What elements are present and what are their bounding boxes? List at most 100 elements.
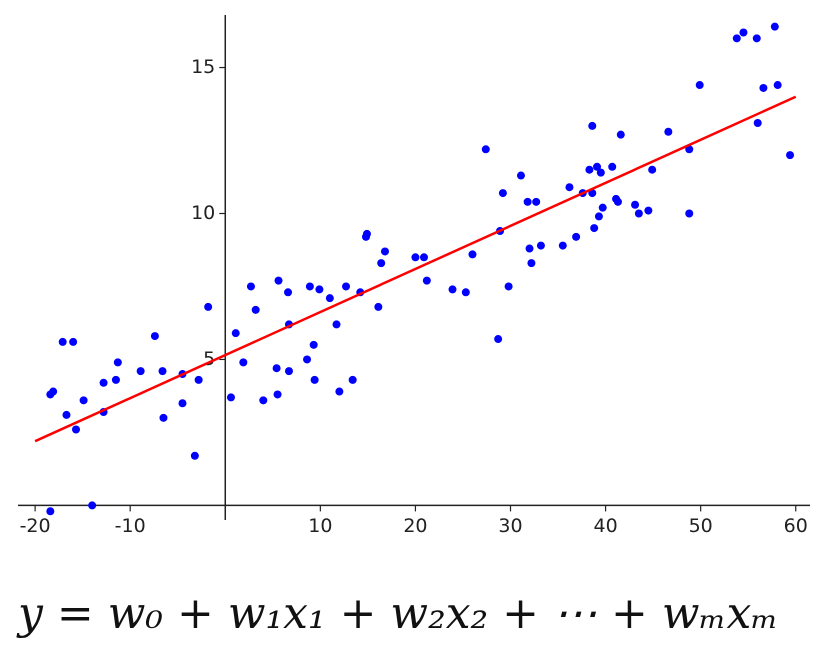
- point: [422, 276, 431, 285]
- point: [411, 253, 420, 262]
- point: [461, 288, 470, 297]
- x-tick-label: 60: [784, 515, 808, 537]
- point: [305, 282, 314, 291]
- point: [332, 320, 341, 329]
- point: [374, 302, 383, 311]
- point: [786, 151, 795, 160]
- point: [273, 390, 282, 399]
- point: [335, 387, 344, 396]
- point: [88, 501, 97, 510]
- point: [608, 162, 617, 171]
- point: [159, 413, 168, 422]
- point: [516, 171, 525, 180]
- point: [69, 337, 78, 346]
- point: [348, 375, 357, 384]
- point: [536, 241, 545, 250]
- point: [644, 206, 653, 215]
- x-tick-label: 20: [403, 515, 427, 537]
- point: [204, 302, 213, 311]
- point: [310, 375, 319, 384]
- point: [685, 209, 694, 218]
- point: [759, 83, 768, 92]
- point: [190, 451, 199, 460]
- point: [648, 165, 657, 174]
- point: [325, 294, 334, 303]
- point: [590, 224, 599, 233]
- point: [527, 259, 536, 268]
- x-tick-label: -20: [20, 515, 51, 537]
- y-tick-label: 15: [191, 56, 215, 78]
- point: [448, 285, 457, 294]
- point: [246, 282, 255, 291]
- chart: -20 -10 10 20 30 40 50 60 5 10 15: [18, 15, 810, 537]
- point: [284, 288, 293, 297]
- point: [732, 34, 741, 43]
- point: [468, 250, 477, 259]
- point: [525, 244, 534, 253]
- point: [565, 183, 574, 192]
- point: [46, 507, 55, 516]
- point: [753, 119, 762, 128]
- point: [309, 340, 318, 349]
- point: [150, 332, 159, 341]
- point: [259, 396, 268, 405]
- point: [49, 387, 58, 396]
- y-tick-label: 5: [203, 348, 215, 370]
- point: [634, 209, 643, 218]
- point: [695, 81, 704, 90]
- point: [58, 337, 67, 346]
- point: [99, 378, 108, 387]
- point: [194, 375, 203, 384]
- point: [231, 329, 240, 338]
- point: [178, 399, 187, 408]
- point: [532, 197, 541, 206]
- point: [377, 259, 386, 268]
- point: [239, 358, 248, 367]
- point: [315, 285, 324, 294]
- point: [773, 81, 782, 90]
- point: [113, 358, 122, 367]
- point: [739, 28, 748, 37]
- point: [770, 22, 779, 31]
- point: [588, 121, 597, 130]
- point: [613, 197, 622, 206]
- point: [504, 282, 513, 291]
- point: [111, 375, 120, 384]
- point: [381, 247, 390, 256]
- point: [593, 162, 602, 171]
- point: [572, 232, 581, 241]
- point: [62, 410, 71, 419]
- x-tick-label: -10: [115, 515, 146, 537]
- point: [598, 203, 607, 212]
- point: [616, 130, 625, 139]
- point: [342, 282, 351, 291]
- point: [272, 364, 281, 373]
- x-tick-label: 30: [498, 515, 522, 537]
- x-tick-label: 50: [689, 515, 713, 537]
- point: [251, 305, 260, 314]
- point: [79, 396, 88, 405]
- point: [494, 335, 503, 344]
- point: [594, 212, 603, 221]
- point: [752, 34, 761, 43]
- y-tick-label: 10: [191, 202, 215, 224]
- point: [71, 425, 80, 434]
- point: [226, 393, 235, 402]
- x-tick-label: 40: [593, 515, 617, 537]
- point: [274, 276, 283, 285]
- point: [481, 145, 490, 154]
- point: [685, 145, 694, 154]
- point: [558, 241, 567, 250]
- formula: y = w₀ + w₁x₁ + w₂x₂ + ⋯ + wₘxₘ: [18, 588, 779, 639]
- point: [136, 367, 145, 376]
- point: [585, 165, 594, 174]
- point: [523, 197, 532, 206]
- point: [362, 229, 371, 238]
- point: [419, 253, 428, 262]
- point: [596, 168, 605, 177]
- point: [664, 127, 673, 136]
- x-tick-label: 10: [308, 515, 332, 537]
- fit-line: [34, 95, 797, 443]
- point: [158, 367, 167, 376]
